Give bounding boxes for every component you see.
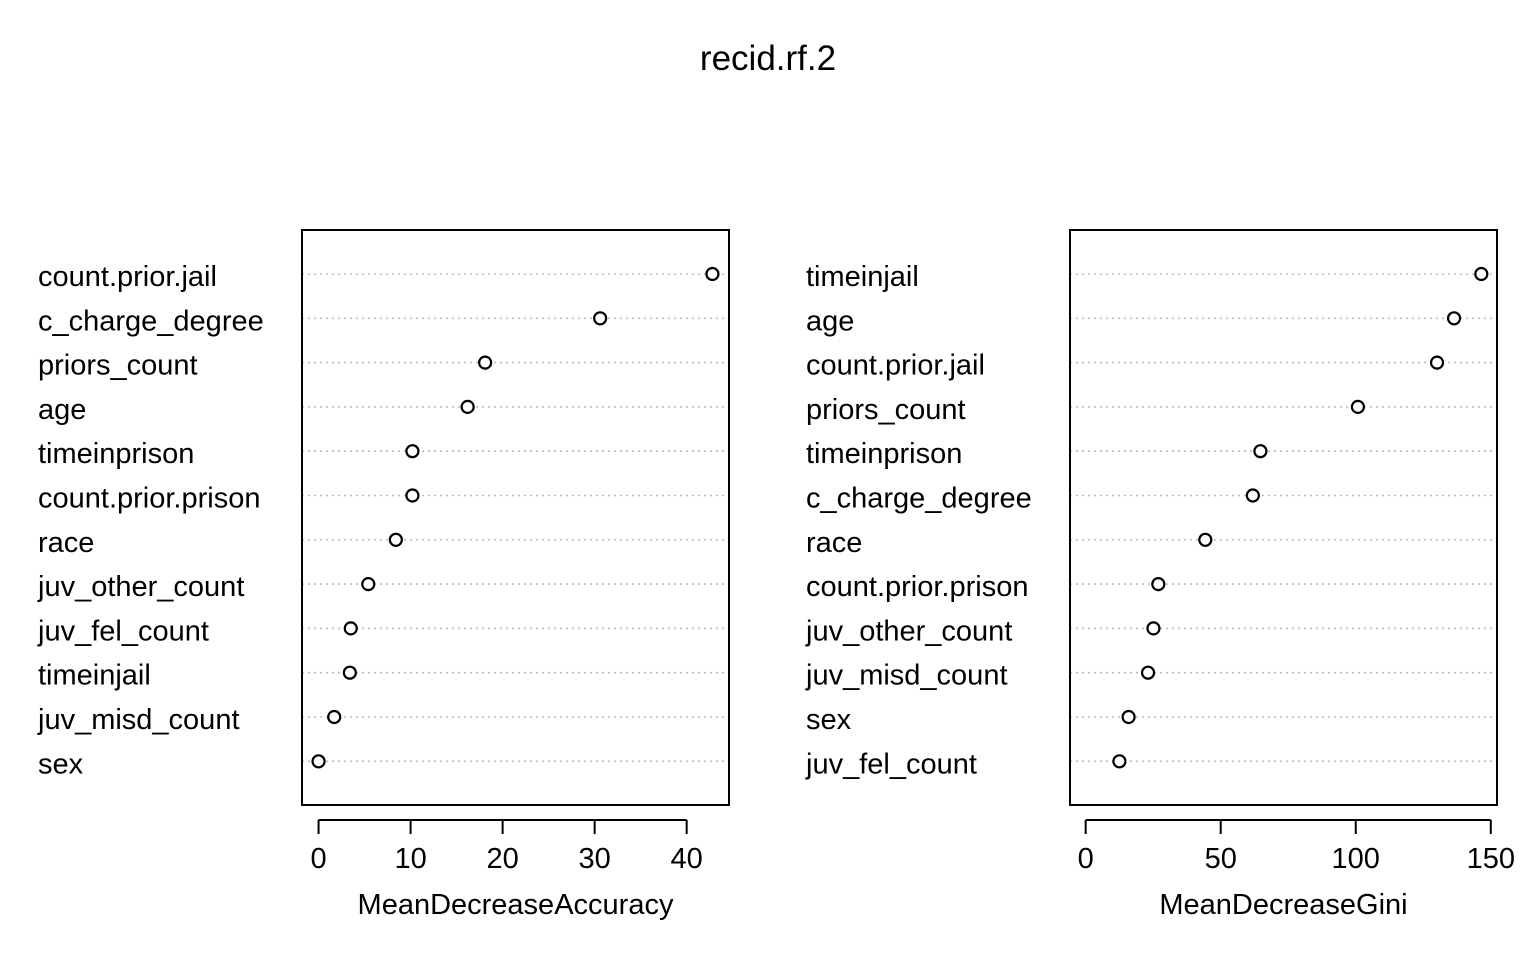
x-tick-label: 150: [1467, 843, 1515, 875]
data-point: [1151, 576, 1166, 592]
x-tick-label: 50: [1205, 843, 1237, 875]
category-label: age: [806, 305, 854, 337]
data-point: [1474, 266, 1489, 282]
x-tick-label: 100: [1332, 843, 1380, 875]
data-point: [1429, 355, 1445, 370]
category-label: race: [38, 527, 94, 559]
category-label: timeinjail: [806, 261, 919, 293]
category-label: count.prior.jail: [38, 261, 217, 293]
data-point: [342, 665, 357, 680]
data-point: [1253, 444, 1268, 459]
data-point: [1112, 754, 1127, 769]
data-point: [1121, 709, 1136, 725]
category-label: c_charge_degree: [806, 483, 1032, 515]
data-point: [1446, 311, 1462, 326]
x-tick-label: 30: [579, 843, 611, 875]
category-label: count.prior.prison: [806, 571, 1028, 603]
accuracy-panel: count.prior.jail c_charge_degree priors_co…: [37, 229, 730, 921]
category-label: juv_fel_count: [37, 615, 209, 647]
category-label: timeinprison: [38, 438, 194, 470]
category-label: priors_count: [806, 394, 966, 426]
data-point: [327, 709, 342, 725]
category-label: c_charge_degree: [38, 305, 264, 337]
plot-frame: [1069, 229, 1498, 806]
category-label: juv_other_count: [37, 571, 244, 603]
category-label: timeinjail: [38, 660, 151, 692]
data-point: [361, 576, 376, 592]
data-point: [1350, 399, 1366, 414]
data-point: [1198, 532, 1213, 547]
category-label: timeinprison: [806, 438, 962, 470]
category-label: sex: [806, 704, 852, 736]
x-tick-label: 40: [671, 843, 703, 875]
category-label: juv_other_count: [805, 615, 1012, 647]
x-tick-label: 0: [1078, 843, 1094, 875]
data-point: [705, 266, 720, 282]
data-point: [405, 444, 420, 459]
category-label: sex: [38, 748, 84, 780]
data-point: [405, 488, 420, 503]
x-axis-label: MeanDecreaseGini: [1159, 889, 1407, 921]
x-axis-label: MeanDecreaseAccuracy: [358, 889, 674, 921]
category-label: priors_count: [38, 350, 198, 382]
data-point: [1140, 665, 1156, 680]
gini-panel: timeinjail age count.prior.jail priors_coun…: [805, 229, 1515, 921]
category-label: age: [38, 394, 86, 426]
data-point: [593, 311, 608, 326]
category-label: juv_misd_count: [805, 660, 1008, 692]
category-label: juv_fel_count: [805, 748, 977, 780]
plot-title: recid.rf.2: [700, 39, 836, 78]
category-label: count.prior.jail: [806, 350, 985, 382]
data-point: [311, 754, 326, 769]
data-point: [388, 532, 403, 547]
x-tick-label: 20: [486, 843, 518, 875]
category-label: race: [806, 527, 862, 559]
data-point: [460, 399, 475, 414]
x-tick-label: 10: [394, 843, 426, 875]
data-point: [1146, 621, 1161, 636]
x-tick-label: 0: [310, 843, 326, 875]
category-label: count.prior.prison: [38, 483, 260, 515]
data-point: [478, 355, 493, 370]
data-point: [1245, 488, 1260, 503]
category-label: juv_misd_count: [37, 704, 240, 736]
data-point: [343, 621, 358, 636]
plot-frame: [301, 229, 730, 806]
